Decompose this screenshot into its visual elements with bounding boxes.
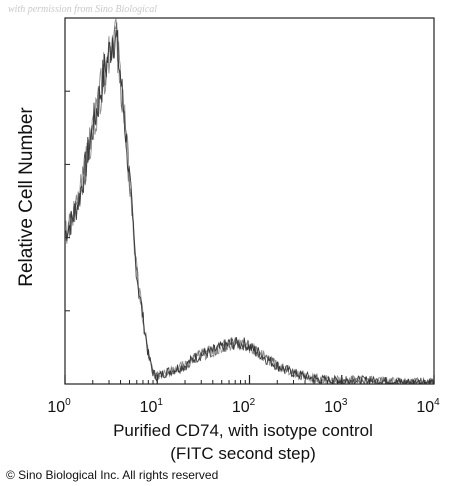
watermark-text: with permission from Sino Biological bbox=[8, 4, 158, 15]
x-tick-label: 101 bbox=[140, 397, 164, 416]
x-axis-label-line1: Purified CD74, with isotype control bbox=[113, 421, 373, 440]
x-tick-label: 104 bbox=[416, 397, 440, 416]
histogram-series-line bbox=[64, 18, 434, 385]
x-axis-label-line2: (FITC second step) bbox=[170, 444, 316, 463]
x-tick-label: 100 bbox=[47, 397, 71, 416]
series-layer bbox=[64, 18, 435, 385]
x-tick-label: 103 bbox=[324, 397, 348, 416]
x-tick-label: 102 bbox=[232, 397, 256, 416]
y-axis-label: Relative Cell Number bbox=[16, 107, 37, 287]
x-axis-ticks: 100 101 102 103 104 bbox=[47, 375, 440, 416]
copyright-notice: © Sino Biological Inc. All rights reserv… bbox=[6, 468, 219, 482]
